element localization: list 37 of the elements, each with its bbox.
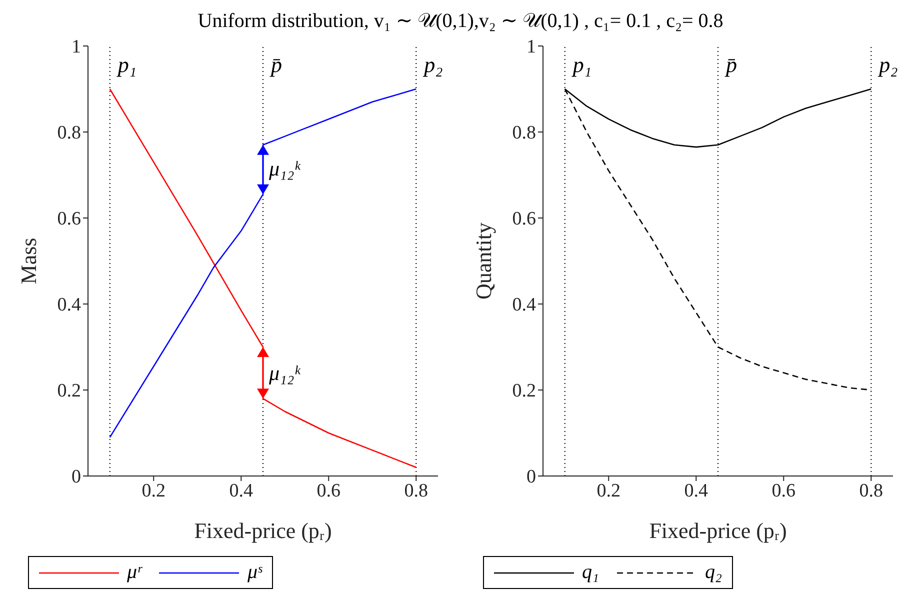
ref-line-label: p₁ xyxy=(570,52,592,77)
y-tick-label: 1 xyxy=(526,36,536,58)
x-tick-label: 0.2 xyxy=(596,480,620,502)
y-tick-label: 0.4 xyxy=(57,294,82,316)
annotation: μ₁₂ᵏ xyxy=(268,156,302,181)
y-tick-label: 1 xyxy=(72,36,81,58)
ref-line-label: p₂ xyxy=(877,52,898,77)
annotation: μ₁₂ᵏ xyxy=(268,360,302,385)
chart-title: Uniform distribution, v₁ ∼ 𝒰(0,1),v₂ ∼ 𝒰(0,1) , c₁= 0.1 , c₂= 0.8 xyxy=(196,9,724,34)
y-tick-label: 0.6 xyxy=(57,208,81,230)
ref-line-label: p̄ xyxy=(724,52,737,77)
y-tick-label: 0.4 xyxy=(512,294,536,316)
legend-label: μʳ xyxy=(127,561,142,584)
x-axis-title: Fixed-price (pᵣ) xyxy=(194,518,332,543)
x-tick-label: 0.4 xyxy=(229,480,254,502)
y-tick-label: 0 xyxy=(72,466,81,488)
legend-label: μˢ xyxy=(247,561,262,584)
y-axis-title: Mass xyxy=(16,238,41,284)
y-tick-label: 0.8 xyxy=(57,122,81,144)
y-axis-title: Quantity xyxy=(470,222,496,300)
ref-line-label: p₁ xyxy=(116,52,137,77)
x-tick-label: 0.6 xyxy=(772,480,796,502)
y-tick-label: 0 xyxy=(526,466,536,488)
ref-line-label: p₂ xyxy=(422,52,444,77)
x-tick-label: 0.6 xyxy=(316,480,340,502)
x-tick-label: 0.2 xyxy=(142,480,166,502)
x-tick-label: 0.4 xyxy=(684,480,708,502)
y-tick-label: 0.6 xyxy=(512,208,536,230)
ref-line-label: p̄ xyxy=(269,52,282,77)
y-tick-label: 0.2 xyxy=(57,380,81,402)
y-tick-label: 0.8 xyxy=(512,122,536,144)
x-tick-label: 0.8 xyxy=(859,480,883,502)
legend-label: q₁ xyxy=(582,561,599,584)
x-tick-label: 0.8 xyxy=(404,480,428,502)
legend-label: q₂ xyxy=(704,561,722,584)
y-tick-label: 0.2 xyxy=(512,380,536,402)
x-axis-title: Fixed-price (pᵣ) xyxy=(649,518,787,543)
